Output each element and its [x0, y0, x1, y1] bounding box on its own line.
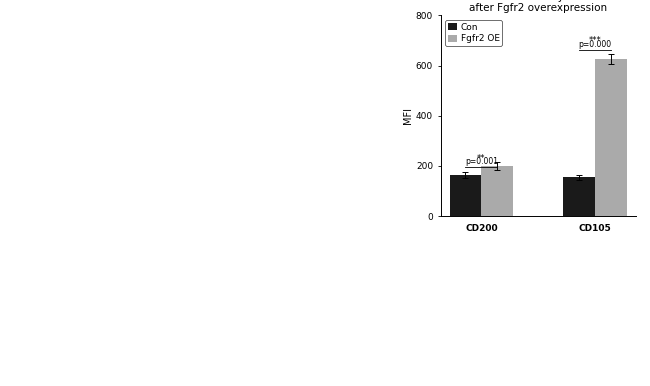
Legend: Con, Fgfr2 OE: Con, Fgfr2 OE	[445, 20, 502, 46]
Bar	[450, 175, 482, 216]
Bar	[482, 166, 514, 216]
Title: Mean fluorescence intensity of CD200&CD105
after Fgfr2 overexpression: Mean fluorescence intensity of CD200&CD1…	[417, 0, 650, 13]
Y-axis label: MFI: MFI	[403, 107, 413, 124]
Bar	[595, 59, 627, 216]
Text: p=0.000: p=0.000	[578, 39, 612, 49]
Text: ***: ***	[589, 36, 601, 45]
Bar	[563, 177, 595, 216]
Text: p=0.001: p=0.001	[465, 157, 498, 166]
Text: **: **	[477, 154, 486, 163]
